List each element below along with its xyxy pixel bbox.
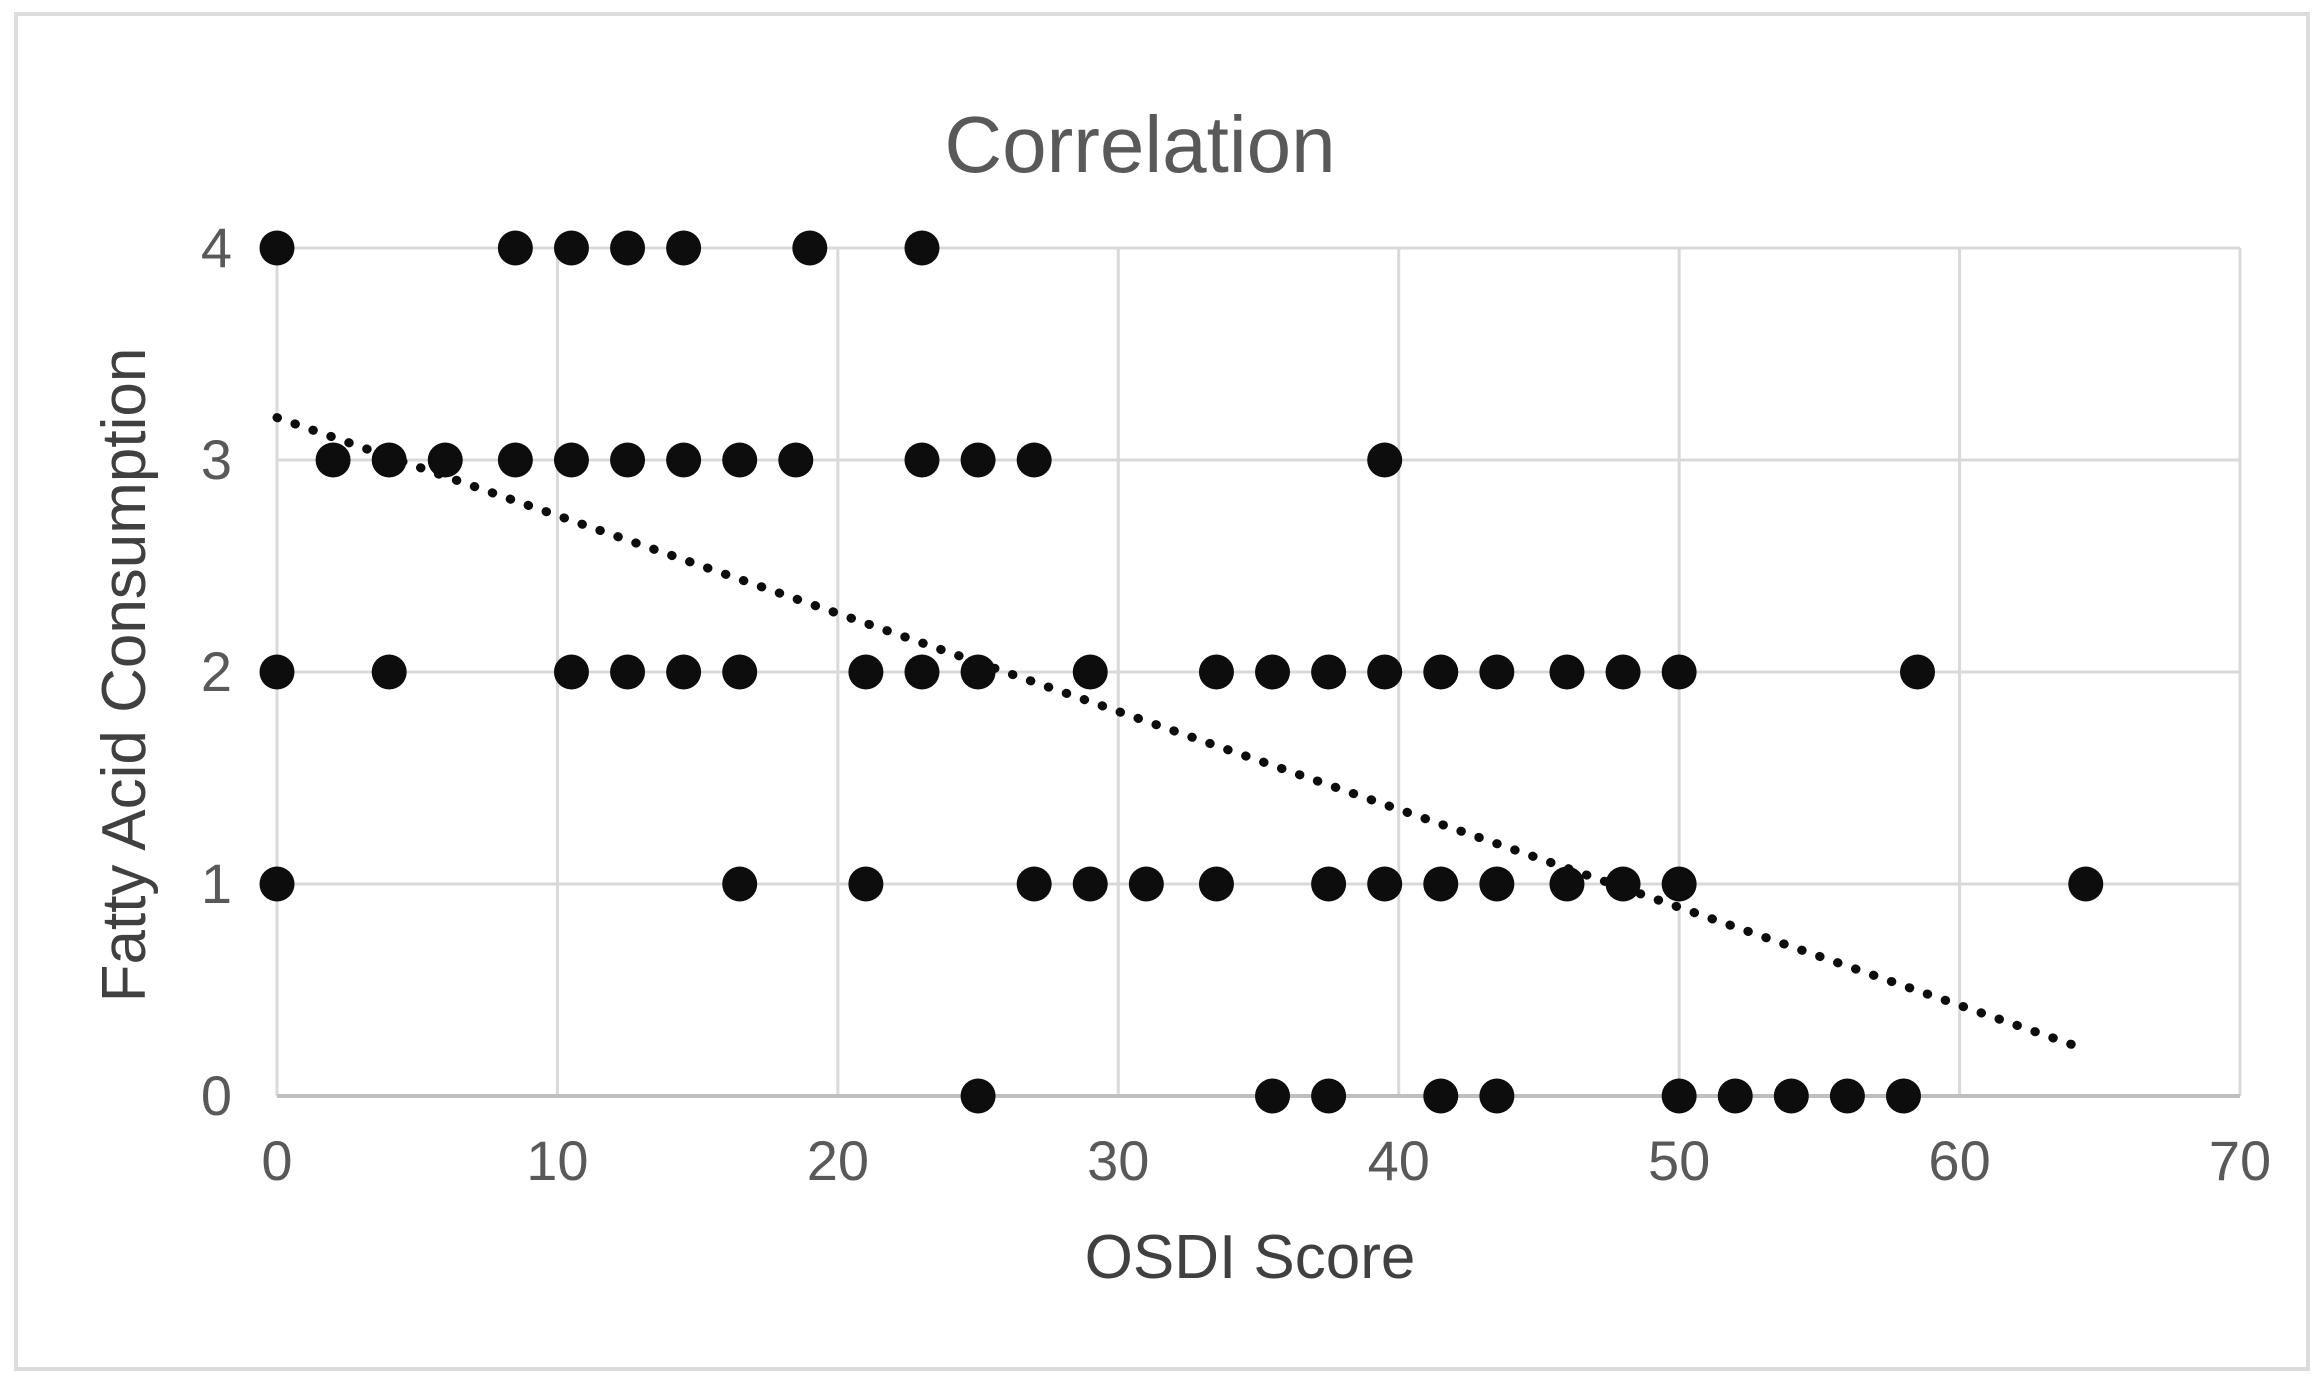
data-point [610, 230, 646, 266]
x-tick-label: 60 [1928, 1129, 1990, 1192]
data-point [1605, 654, 1641, 690]
data-point [315, 442, 351, 478]
data-point [904, 230, 940, 266]
data-point [371, 442, 407, 478]
data-point [1605, 866, 1641, 902]
data-point [1479, 866, 1515, 902]
x-tick-label: 50 [1648, 1129, 1710, 1192]
y-tick-label: 0 [201, 1064, 232, 1127]
x-tick-labels: 0 10 20 30 40 50 60 70 [261, 1129, 2271, 1192]
data-point [722, 654, 758, 690]
data-point [497, 230, 533, 266]
x-tick-label: 70 [2209, 1129, 2271, 1192]
data-point [1255, 654, 1291, 690]
y-tick-label: 2 [201, 640, 232, 703]
data-point [2068, 866, 2104, 902]
data-point [1549, 654, 1585, 690]
data-point [553, 230, 589, 266]
data-point [497, 442, 533, 478]
data-point [1311, 866, 1347, 902]
data-point [1198, 866, 1234, 902]
data-point [1717, 1078, 1753, 1114]
data-point [553, 654, 589, 690]
x-tick-label: 10 [526, 1129, 588, 1192]
data-point [1128, 866, 1164, 902]
data-point [1367, 654, 1403, 690]
data-point [1773, 1078, 1809, 1114]
y-axis-title: Fatty Acid Consumption [90, 348, 159, 1003]
data-point [1479, 1078, 1515, 1114]
data-point [792, 230, 828, 266]
data-point [904, 654, 940, 690]
data-point [1549, 866, 1585, 902]
data-point [1900, 654, 1936, 690]
x-tick-label: 40 [1368, 1129, 1430, 1192]
data-point [1072, 866, 1108, 902]
y-tick-label: 1 [201, 852, 232, 915]
data-point [778, 442, 814, 478]
data-point [259, 654, 295, 690]
x-axis-title: OSDI Score [1085, 1223, 1416, 1292]
data-point [848, 866, 884, 902]
y-tick-label: 3 [201, 428, 232, 491]
chart-title: Correlation [944, 100, 1335, 189]
data-point [1479, 654, 1515, 690]
data-point [848, 654, 884, 690]
data-point [1255, 1078, 1291, 1114]
data-point [722, 866, 758, 902]
data-point [666, 442, 702, 478]
data-point [1423, 866, 1459, 902]
data-point [1016, 442, 1052, 478]
data-point [553, 442, 589, 478]
data-point [1367, 866, 1403, 902]
chart-border [14, 12, 2310, 1371]
data-point [1311, 654, 1347, 690]
data-point [960, 1078, 996, 1114]
data-point [610, 654, 646, 690]
data-point [1423, 654, 1459, 690]
data-point [904, 442, 940, 478]
data-point [1016, 866, 1052, 902]
data-point [371, 654, 407, 690]
data-point [1072, 654, 1108, 690]
data-point [666, 654, 702, 690]
x-tick-label: 20 [807, 1129, 869, 1192]
y-tick-label: 4 [201, 216, 232, 279]
data-point [1423, 1078, 1459, 1114]
data-point [1661, 654, 1697, 690]
data-point [960, 442, 996, 478]
data-point [666, 230, 702, 266]
data-point [1829, 1078, 1865, 1114]
data-point [259, 866, 295, 902]
data-point [1311, 1078, 1347, 1114]
data-point [1367, 442, 1403, 478]
data-point [1661, 1078, 1697, 1114]
data-point [610, 442, 646, 478]
x-tick-label: 30 [1087, 1129, 1149, 1192]
data-point [259, 230, 295, 266]
data-point [1885, 1078, 1921, 1114]
data-point [1661, 866, 1697, 902]
y-tick-labels: 0 1 2 3 4 [201, 216, 232, 1127]
x-tick-label: 0 [261, 1129, 292, 1192]
data-point [722, 442, 758, 478]
data-points [259, 230, 2104, 1114]
trendline [272, 413, 2091, 1054]
data-point [1198, 654, 1234, 690]
data-point [960, 654, 996, 690]
data-point [427, 442, 463, 478]
